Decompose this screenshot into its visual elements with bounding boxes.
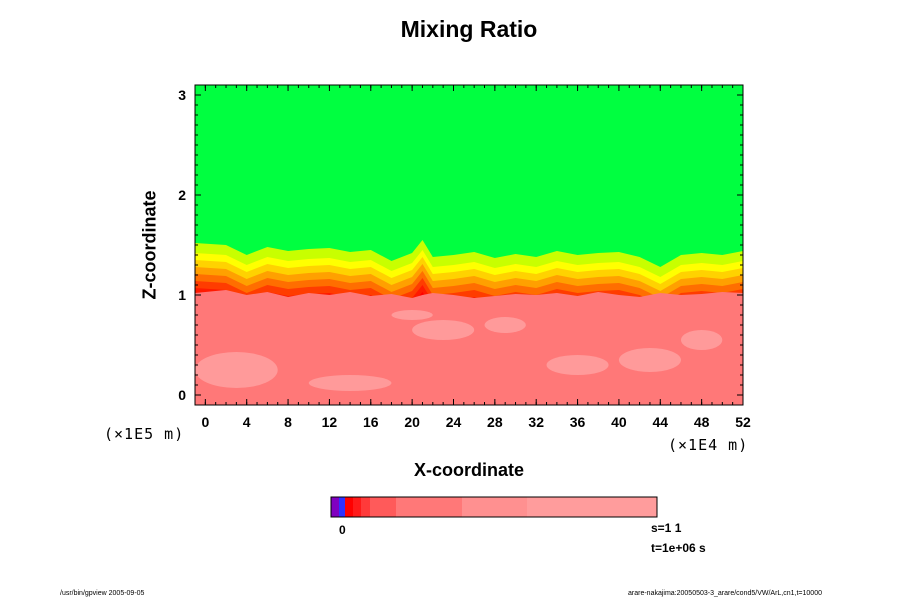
- y-tick-label: 2: [178, 187, 186, 203]
- field-blob-6: [308, 375, 392, 391]
- x-tick-label: 4: [243, 414, 251, 430]
- x-tick-label: 32: [528, 414, 544, 430]
- x-tick-label: 0: [201, 414, 209, 430]
- field-blob-4: [618, 348, 681, 372]
- x-scale-factor: (×1E4 m): [668, 436, 749, 454]
- colorbar-segment-0: [331, 497, 339, 517]
- chart-title: Mixing Ratio: [400, 16, 538, 42]
- info-t: t=1e+06 s: [651, 541, 706, 555]
- field-blob-7: [391, 310, 433, 320]
- colorbar-segment-3: [353, 497, 361, 517]
- y-axis-label: Z-coordinate: [139, 190, 160, 300]
- field-blob-0: [195, 352, 278, 388]
- colorbar-segment-5: [370, 497, 396, 517]
- colorbar-segment-4: [361, 497, 370, 517]
- y-tick-label: 1: [178, 287, 186, 303]
- x-tick-label: 36: [570, 414, 586, 430]
- colorbar-segment-2: [345, 497, 353, 517]
- colorbar-tick-label: 0: [339, 523, 346, 537]
- x-tick-label: 44: [652, 414, 668, 430]
- x-tick-label: 40: [611, 414, 627, 430]
- x-tick-label: 8: [284, 414, 292, 430]
- info-s: s=1 1: [651, 521, 682, 535]
- colorbar-frame: [330, 496, 658, 518]
- colorbar: [330, 496, 658, 518]
- field-blob-5: [680, 330, 723, 350]
- colorbar-segment-1: [339, 497, 345, 517]
- y-scale-factor: (×1E5 m): [104, 425, 185, 443]
- y-tick-label: 3: [178, 87, 186, 103]
- x-tick-label: 52: [735, 414, 751, 430]
- footer-left: /usr/bin/gpview 2005-09-05: [60, 590, 145, 597]
- x-tick-label: 12: [322, 414, 338, 430]
- colorbar-segment-8: [527, 497, 657, 517]
- colorbar-segment-7: [462, 497, 527, 517]
- footer-right: arare-nakajima:20050503-3_arare/cond5/VW…: [628, 590, 822, 597]
- field-blob-2: [484, 317, 526, 333]
- field-layer: [195, 85, 743, 405]
- y-tick-label: 0: [178, 387, 186, 403]
- x-tick-label: 20: [404, 414, 420, 430]
- field-blob-1: [412, 320, 475, 340]
- field-blob-3: [546, 355, 609, 375]
- x-tick-label: 48: [694, 414, 710, 430]
- x-axis-label: X-coordinate: [413, 460, 524, 480]
- x-tick-label: 28: [487, 414, 503, 430]
- x-tick-label: 24: [446, 414, 462, 430]
- field-lower: [195, 290, 743, 405]
- colorbar-segment-6: [396, 497, 462, 517]
- x-tick-label: 16: [363, 414, 379, 430]
